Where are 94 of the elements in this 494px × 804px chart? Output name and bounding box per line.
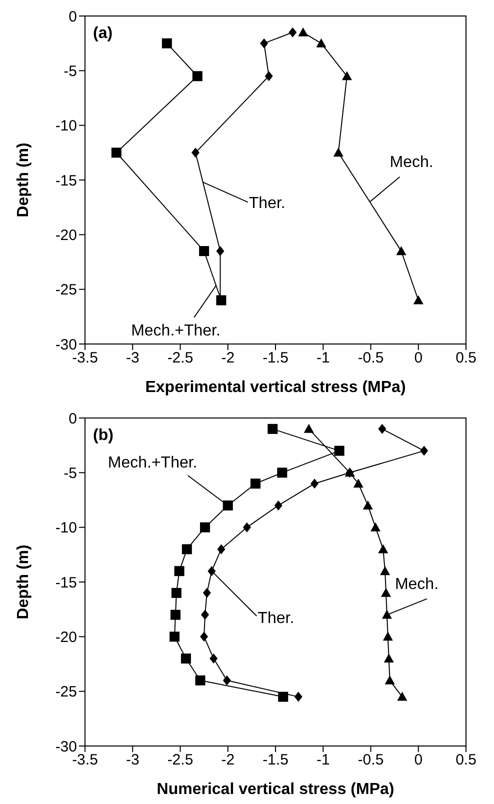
point — [384, 654, 394, 663]
point — [264, 71, 273, 82]
point — [222, 500, 233, 510]
point — [380, 588, 391, 597]
y-tick-label: -15 — [55, 574, 77, 592]
point — [111, 148, 122, 158]
series-label: Mech. — [394, 576, 439, 593]
text: Mech.+Ther. — [108, 454, 198, 472]
y-tick-label: -25 — [55, 684, 77, 701]
x-tick-label: 0 — [414, 350, 423, 367]
point — [277, 468, 288, 478]
x-tick-label: 0.5 — [456, 350, 476, 367]
point — [382, 632, 393, 641]
point — [162, 38, 172, 48]
point — [195, 675, 206, 686]
x-tick-label: -1.5 — [262, 752, 288, 769]
point — [288, 27, 297, 38]
point — [397, 692, 408, 701]
point — [378, 424, 386, 434]
y-tick-label: 0 — [68, 8, 77, 26]
x-tick-label: -0.5 — [358, 752, 384, 769]
y-tick-label: -5 — [64, 464, 77, 482]
point — [362, 500, 373, 510]
point — [353, 478, 364, 488]
x-tick-label: -3 — [126, 752, 140, 769]
point — [274, 500, 282, 510]
point — [294, 692, 302, 702]
point — [199, 246, 210, 256]
y-tick-label: -10 — [55, 520, 77, 537]
point — [200, 632, 208, 642]
x-tick-label: -0.5 — [358, 350, 384, 367]
point — [370, 522, 381, 532]
y-tick-label: -20 — [55, 628, 77, 646]
point — [202, 588, 211, 598]
y-tick-label: -5 — [64, 62, 77, 80]
x-tick-label: -2 — [221, 350, 235, 367]
point — [420, 446, 428, 456]
point — [342, 71, 352, 80]
text: Ther. — [258, 610, 294, 628]
point — [380, 566, 390, 576]
point — [382, 610, 392, 619]
text: Ther. — [248, 195, 286, 212]
annotation: (a) — [93, 25, 113, 42]
point — [191, 148, 200, 158]
point — [250, 478, 260, 489]
annotation: (b) — [93, 427, 114, 444]
point — [217, 544, 226, 554]
y-tick-label: -20 — [55, 226, 77, 244]
y-tick-label: -15 — [55, 172, 77, 190]
point — [192, 71, 202, 82]
point — [201, 610, 210, 620]
point — [316, 38, 326, 48]
point — [260, 38, 268, 48]
point — [210, 654, 218, 664]
x-tick-label: 0 — [414, 752, 423, 769]
point — [182, 544, 192, 554]
point — [298, 27, 308, 36]
point — [180, 654, 191, 664]
y-tick-label: -10 — [55, 118, 77, 135]
x-tick-label: -2.5 — [167, 752, 194, 769]
x-axis-title: Numerical vertical stress (MPa) — [156, 781, 394, 798]
x-tick-label: -2 — [221, 752, 235, 769]
point — [304, 424, 314, 433]
point — [242, 522, 251, 532]
x-tick-label: -1.5 — [262, 350, 288, 367]
x-tick-label: -2.5 — [167, 350, 194, 367]
x-tick-label: -1 — [316, 752, 330, 769]
x-tick-label: 0.5 — [456, 752, 476, 769]
point — [413, 295, 424, 304]
point — [310, 478, 319, 489]
point — [278, 692, 288, 702]
x-tick-label: -1 — [316, 350, 330, 367]
x-tick-label: -3 — [126, 350, 140, 367]
point — [222, 675, 231, 686]
point — [378, 544, 388, 554]
point — [384, 675, 395, 684]
point — [333, 148, 344, 157]
point — [396, 246, 406, 256]
legend-label: Mech.+Ther. — [131, 322, 220, 340]
y-tick-label: 0 — [68, 410, 77, 428]
point — [200, 522, 210, 532]
point — [170, 610, 180, 620]
text: Mech. — [390, 154, 434, 171]
point — [174, 566, 184, 576]
y-tick-label: -25 — [55, 282, 77, 299]
point — [268, 424, 278, 434]
x-axis-title: Experimental vertical stress (MPa) — [145, 379, 406, 396]
y-axis-title: Depth (m) — [15, 142, 32, 218]
y-axis-title: Depth (m) — [15, 544, 32, 620]
point — [216, 246, 224, 256]
point — [208, 566, 216, 576]
point — [170, 632, 180, 642]
point — [334, 446, 344, 456]
point — [171, 588, 182, 598]
